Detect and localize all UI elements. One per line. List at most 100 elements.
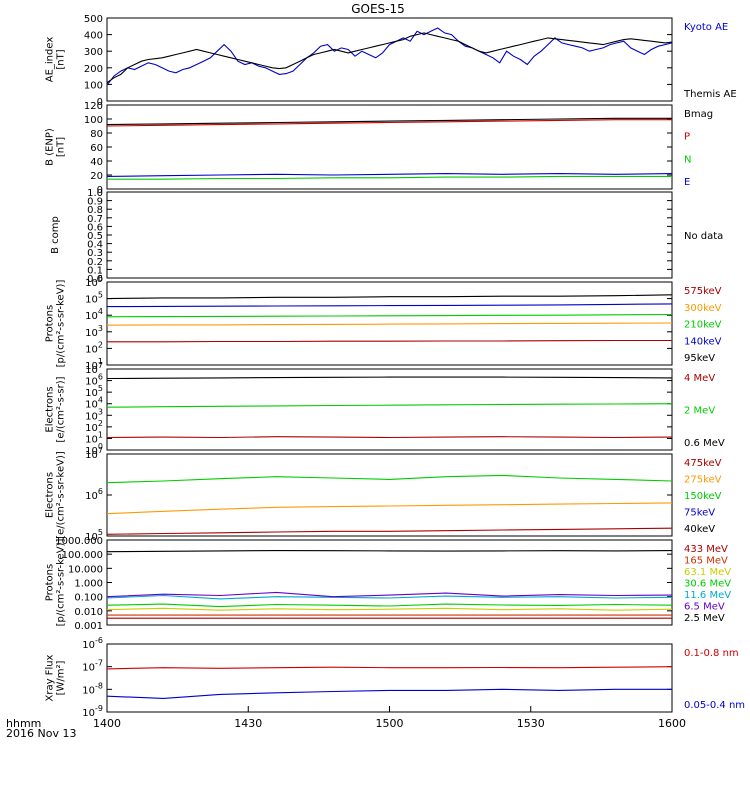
y-tick-exponent: -9 [95,704,103,713]
y-axis-label: [nT] [56,49,67,69]
y-axis-label: Xray Flux [45,654,56,701]
time-axis-label-date: 2016 Nov 13 [6,727,76,740]
y-tick-label: 105 [85,291,103,306]
y-tick-exponent: 7 [98,361,103,370]
y-axis-label: [W/m²] [56,660,67,695]
y-tick-label: 1000.000 [55,536,103,547]
y-tick-label: 0.2 [87,257,103,268]
y-tick-exponent: -7 [95,659,103,668]
y-axis-label: [nT] [56,137,67,157]
y-axis-label: AE_index [45,37,56,83]
y-tick-label: 0.100 [74,593,103,604]
time-axis-label-hhmm: hhmm [6,717,41,730]
y-axis-label: [e/(cm²-s-sr)] [56,376,67,442]
y-tick-exponent: 3 [98,407,103,416]
y-tick-exponent: 6 [98,274,103,283]
y-tick-label: 200 [84,64,103,75]
y-tick-label: 0.9 [87,197,103,208]
y-tick-label: 10.000 [68,564,103,575]
y-tick-label: 0 [97,97,103,108]
legend-75kev: 75keV [684,508,715,519]
y-tick-label: 102 [85,340,103,355]
legend-0-1-0-8-nm: 0.1-0.8 nm [684,648,739,659]
panel-1: 0 100 200 300 400 500 AE_index [nT] Kyoto AE Them… [45,14,737,108]
y-tick-label: 80 [90,129,103,140]
y-tick-exponent: 5 [98,384,103,393]
y-tick-label: 60 [90,143,103,154]
y-tick-label: 10-6 [82,636,103,651]
series-line-95kev [106,294,673,300]
series-line-210kev [106,313,673,318]
panel-frame [106,539,673,626]
panel-2: 0 20 40 60 80 100 120 B (ENP) [nT] Bmag PN E [45,101,714,196]
no-data-label: No data [684,231,723,242]
legend-11-6-mev: 11.6 MeV [684,590,731,601]
y-tick-exponent: 2 [98,419,103,428]
y-tick-label: 103 [85,324,103,339]
series-line-30-6-mev [106,603,673,608]
y-axis-label: Electrons [45,386,56,432]
series-line-63-1-mev [106,607,673,611]
series-line-themis-ae [106,32,673,84]
legend-165-mev: 165 MeV [684,556,728,567]
time-tick-label: 1400 [93,717,121,730]
y-tick-label: 0.1 [87,265,103,276]
legend-kyoto-ae: Kyoto AE [684,22,728,33]
legend-575kev: 575keV [684,286,722,297]
legend-2-5-mev: 2.5 MeV [684,613,725,624]
y-tick-label: 0.7 [87,214,103,225]
y-tick-label: 0.4 [87,240,103,251]
legend-n: N [684,154,691,165]
panel-frame [106,453,673,537]
y-tick-exponent: 4 [98,307,103,316]
series-line-0-05-0-4-nm [106,688,672,699]
legend-63-1-mev: 63.1 MeV [684,567,731,578]
y-tick-label: 0.010 [74,607,103,618]
legend-p: P [684,132,690,143]
y-axis-label: [e/(cm²-s-sr-keV)] [56,451,67,539]
y-tick-label: 0.8 [87,205,103,216]
series-line-n [107,175,672,180]
legend-300kev: 300keV [684,303,722,314]
legend-275kev: 275keV [684,475,722,486]
series-line-140kev [106,303,673,308]
y-tick-exponent: 7 [98,446,103,455]
y-axis-label: [p/(cm²-s-sr-keV)] [56,539,67,627]
legend-themis-ae: Themis AE [683,89,737,100]
y-tick-exponent: -8 [95,681,103,690]
y-tick-label: 100 [84,80,103,91]
panel-7: 0.001 0.010 0.100 1.000 10.000 100.000 1000.00… [45,536,732,632]
y-tick-exponent: 1 [98,357,103,366]
series-line-e [106,173,673,177]
time-tick-label: 1530 [517,717,545,730]
y-tick-label: 100 [84,115,103,126]
y-axis-label: Protons [45,305,56,342]
y-tick-label: 10-7 [82,659,103,674]
series-line-475kev [106,527,673,535]
legend-4-mev: 4 MeV [684,373,715,384]
y-tick-label: 0 [97,185,103,196]
y-tick-exponent: 2 [98,340,103,349]
panel-frame [106,368,673,451]
series-line-11-6-mev [106,594,673,600]
y-tick-label: 10-8 [82,681,103,696]
legend-95kev: 95keV [684,353,715,364]
series-line-0-6-mev [106,376,673,380]
y-axis-label: Electrons [45,472,56,518]
y-tick-label: 400 [84,31,103,42]
y-tick-exponent: -6 [95,636,103,645]
y-axis-label: Protons [45,564,56,601]
series-line-6-5-mev [106,591,673,598]
series-line-bmag [106,117,672,126]
time-tick-label: 1600 [658,717,686,730]
legend-bmag: Bmag [684,109,713,120]
legend-140kev: 140keV [684,336,722,347]
time-axis: hhmm 2016 Nov 13 1400 1430 1500 1530 1600 [6,706,686,740]
panel-frame [106,17,673,102]
series-line-150kev [106,474,673,484]
legend-150kev: 150keV [684,491,722,502]
y-tick-exponent: 5 [98,291,103,300]
